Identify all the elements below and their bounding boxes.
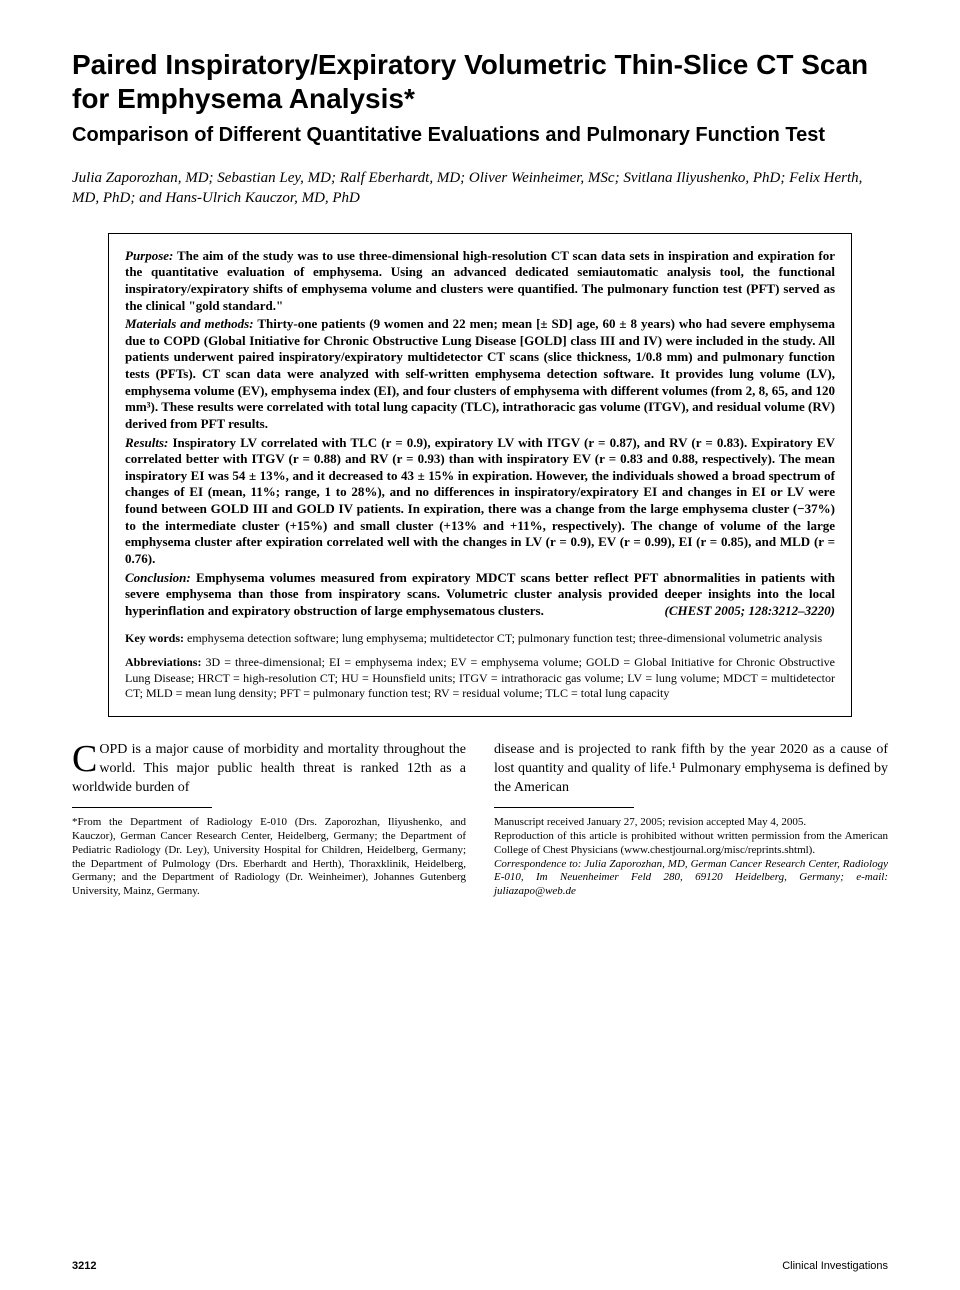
page-footer: 3212 Clinical Investigations (72, 1260, 888, 1272)
footnote-col-left: *From the Department of Radiology E-010 … (72, 816, 466, 899)
abstract-results: Results: Inspiratory LV correlated with … (125, 435, 835, 568)
footnotes: *From the Department of Radiology E-010 … (72, 816, 888, 899)
abbreviations-block: Abbreviations: 3D = three-dimensional; E… (125, 655, 835, 702)
section-name: Clinical Investigations (782, 1260, 888, 1272)
abbrev-label: Abbreviations: (125, 655, 201, 669)
manuscript-dates: Manuscript received January 27, 2005; re… (494, 816, 888, 830)
body-para-1: COPD is a major cause of morbidity and m… (72, 741, 466, 798)
abstract-methods: Materials and methods: Thirty-one patien… (125, 316, 835, 432)
footnote-rule-left (72, 807, 212, 808)
abstract-purpose: Purpose: The aim of the study was to use… (125, 248, 835, 315)
citation: (CHEST 2005; 128:3212–3220) (665, 603, 835, 620)
body-col-right: disease and is projected to rank fifth b… (494, 741, 888, 813)
methods-text: Thirty-one patients (9 women and 22 men;… (125, 316, 835, 431)
page-number: 3212 (72, 1260, 96, 1272)
methods-label: Materials and methods: (125, 316, 254, 331)
keywords-block: Key words: emphysema detection software;… (125, 631, 835, 647)
article-subtitle: Comparison of Different Quantitative Eva… (72, 123, 888, 148)
correspondence-label: Correspondence to: (494, 858, 581, 870)
purpose-text: The aim of the study was to use three-di… (125, 248, 835, 313)
body-col1-text: OPD is a major cause of morbidity and mo… (72, 742, 466, 795)
footnote-col-right: Manuscript received January 27, 2005; re… (494, 816, 888, 899)
author-list: Julia Zaporozhan, MD; Sebastian Ley, MD;… (72, 168, 888, 209)
footnote-rule-right (494, 807, 634, 808)
dropcap: C (72, 741, 99, 775)
affiliation-footnote: *From the Department of Radiology E-010 … (72, 816, 466, 899)
body-columns: COPD is a major cause of morbidity and m… (72, 741, 888, 813)
abstract-conclusion: Conclusion: Emphysema volumes measured f… (125, 570, 835, 620)
keywords-label: Key words: (125, 631, 184, 645)
purpose-label: Purpose: (125, 248, 173, 263)
correspondence: Correspondence to: Julia Zaporozhan, MD,… (494, 858, 888, 899)
results-text: Inspiratory LV correlated with TLC (r = … (125, 435, 835, 566)
abbrev-text: 3D = three-dimensional; EI = emphysema i… (125, 655, 835, 700)
body-col2-text: disease and is projected to rank fifth b… (494, 741, 888, 798)
keywords-text: emphysema detection software; lung emphy… (184, 631, 822, 645)
results-label: Results: (125, 435, 168, 450)
body-col-left: COPD is a major cause of morbidity and m… (72, 741, 466, 813)
conclusion-label: Conclusion: (125, 570, 191, 585)
article-title: Paired Inspiratory/Expiratory Volumetric… (72, 48, 888, 115)
abstract-box: Purpose: The aim of the study was to use… (108, 233, 852, 717)
reproduction-notice: Reproduction of this article is prohibit… (494, 830, 888, 858)
